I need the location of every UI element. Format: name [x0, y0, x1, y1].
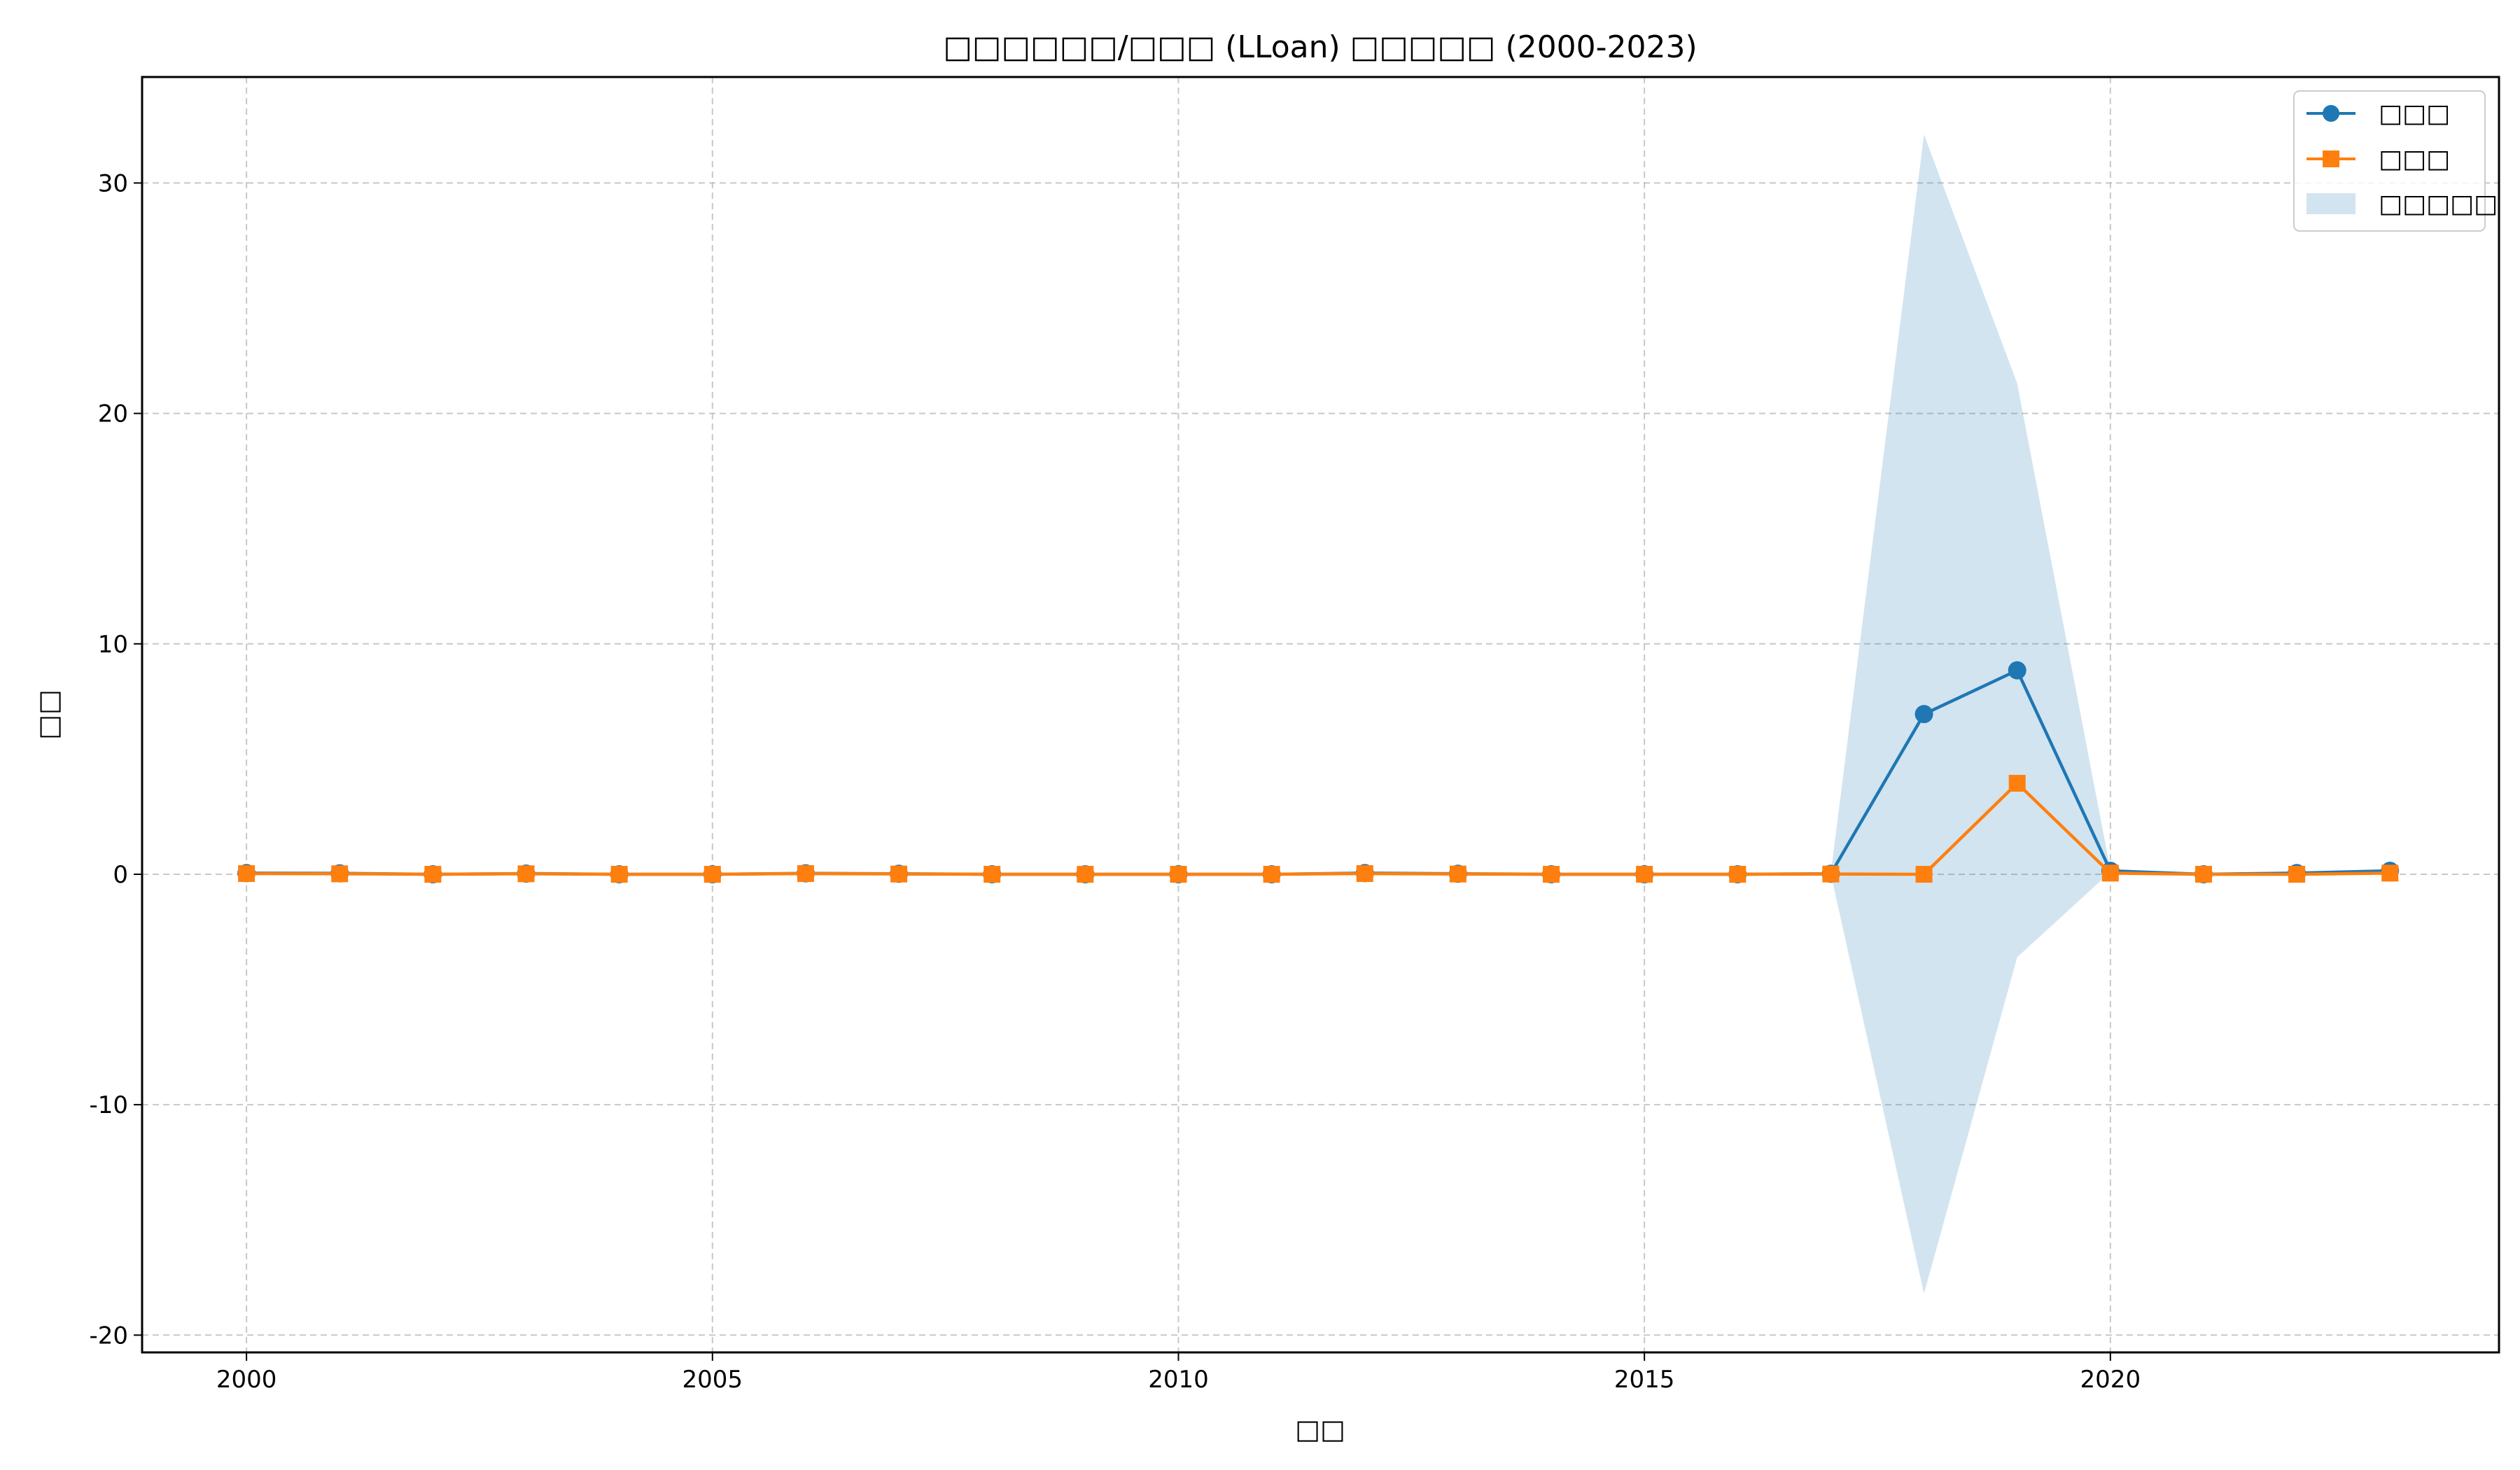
series-2-point: [983, 865, 1001, 883]
y-tick-label: 20: [98, 400, 128, 428]
legend-series-2-label: □□□: [2379, 145, 2450, 174]
x-tick-label: 2005: [682, 1366, 743, 1394]
series-2-point: [331, 865, 349, 883]
y-tick-label: 10: [98, 631, 128, 659]
y-tick-label: -10: [89, 1091, 128, 1119]
legend-band-label: □□□□□: [2379, 190, 2498, 218]
series-2-point: [1263, 865, 1280, 883]
x-axis-label: □□: [1295, 1414, 1345, 1445]
series-2-point: [2381, 864, 2399, 882]
y-tick-label: 0: [113, 861, 128, 889]
series-2-point: [1822, 865, 1840, 883]
series-2-point: [797, 864, 814, 882]
x-tick-label: 2000: [216, 1366, 277, 1394]
legend-band-swatch: [2306, 193, 2356, 214]
legend-series-2-marker: [2323, 150, 2339, 167]
series-2-point: [2101, 864, 2119, 882]
series-2-point: [610, 865, 628, 883]
series-2-point: [1729, 865, 1746, 883]
x-tick-label: 2010: [1148, 1366, 1209, 1394]
series-2-point: [2008, 774, 2026, 792]
series-2-point: [424, 865, 442, 883]
series-2-point: [1543, 865, 1560, 883]
series-2-point: [1449, 865, 1466, 883]
legend-series-1-marker: [2323, 105, 2339, 122]
series-1-point: [1914, 705, 1933, 724]
series-2-point: [517, 865, 535, 883]
y-tick-label: -20: [89, 1322, 128, 1350]
series-2-point: [1077, 865, 1094, 883]
x-tick-label: 2015: [1614, 1366, 1675, 1394]
x-tick-label: 2020: [2080, 1366, 2141, 1394]
series-2-point: [1170, 865, 1187, 883]
legend-box: [2293, 90, 2486, 232]
series-2-point: [1356, 864, 1373, 882]
y-axis-label: □□: [33, 690, 64, 740]
series-2-point: [2194, 865, 2212, 883]
series-2-point: [704, 865, 721, 883]
series-2-point: [1636, 865, 1653, 883]
legend: □□□ □□□ □□□□□: [2293, 90, 2498, 232]
plot-frame: [141, 76, 2500, 1354]
series-2-point: [238, 864, 255, 882]
legend-series-1-label: □□□: [2379, 99, 2450, 128]
series-2-point: [2288, 865, 2306, 883]
series-layer: [237, 661, 2400, 883]
chart-title: □□□□□□/□□□ (LLoan) □□□□□ (2000-2023): [943, 29, 1697, 65]
series-2-line: [246, 781, 2390, 876]
series-1-point: [2008, 661, 2026, 680]
confidence-band-layer: [246, 134, 2390, 1294]
series-2-point: [1915, 865, 1933, 883]
confidence-band: [246, 134, 2390, 1294]
ticks: 2000 2005 2010 2015 2020 -20 -10 0 10 20 30: [89, 169, 2141, 1394]
series-2-point: [890, 865, 908, 883]
y-tick-label: 30: [98, 169, 128, 197]
